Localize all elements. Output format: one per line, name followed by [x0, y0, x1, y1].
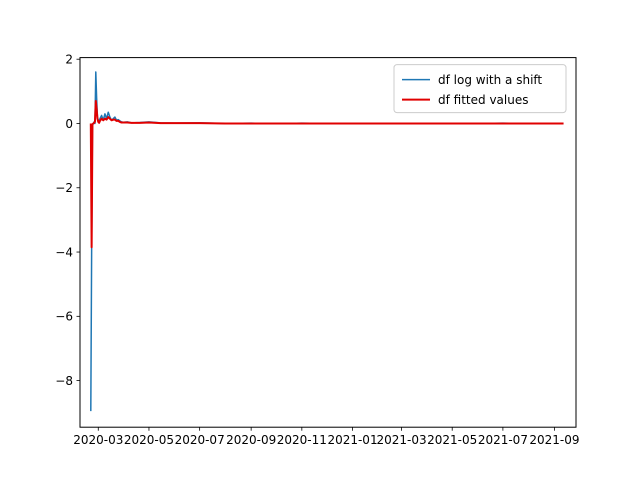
- y-tick-label: −8: [55, 374, 73, 388]
- x-tick-label: 2020-11: [277, 433, 327, 447]
- x-tick-label: 2020-05: [124, 433, 174, 447]
- x-tick-label: 2021-05: [427, 433, 477, 447]
- x-tick-label: 2020-07: [175, 433, 225, 447]
- legend-label-1: df log with a shift: [438, 73, 542, 87]
- series-line-2: [89, 99, 564, 249]
- legend: df log with a shift df fitted values: [393, 64, 567, 114]
- legend-box: [393, 64, 567, 114]
- y-tick-label: 0: [65, 117, 73, 131]
- x-tick-label: 2021-01: [327, 433, 377, 447]
- y-tick-label: −2: [55, 181, 73, 195]
- x-tick-label: 2020-03: [73, 433, 123, 447]
- y-tick-label: −4: [55, 245, 73, 259]
- y-tick-label: −6: [55, 310, 73, 324]
- legend-label-2: df fitted values: [438, 93, 528, 107]
- x-tick-label: 2021-09: [529, 433, 579, 447]
- y-tick-label: 2: [65, 53, 73, 67]
- axes-frame: [79, 57, 577, 428]
- x-tick-label: 2021-03: [376, 433, 426, 447]
- x-tick-label: 2021-07: [478, 433, 528, 447]
- x-tick-label: 2020-09: [226, 433, 276, 447]
- plot-lines: [89, 71, 564, 412]
- y-axis: 2 0 −2 −4 −6 −8: [55, 53, 80, 388]
- x-axis: 2020-03 2020-05 2020-07 2020-09 2020-11 2021-…: [73, 427, 579, 447]
